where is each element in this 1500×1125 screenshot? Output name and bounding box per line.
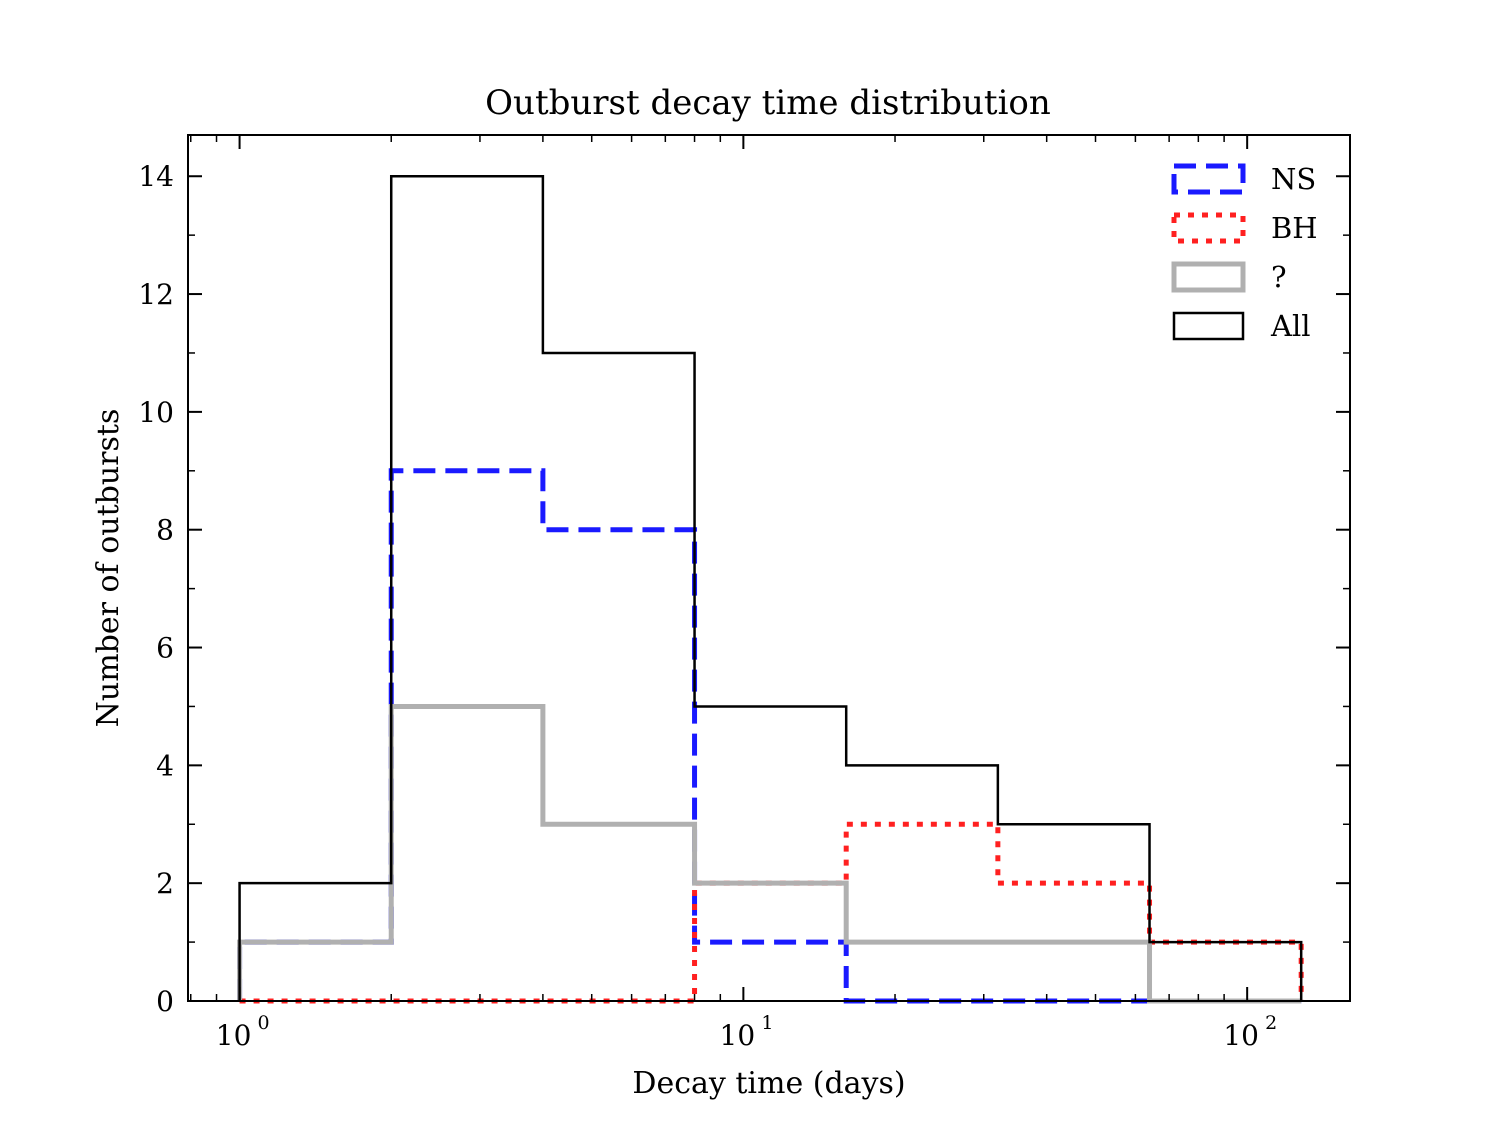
legend-swatch-bh: [1171, 212, 1246, 244]
y-tick-label: 4: [156, 749, 174, 782]
series-layer: [237, 174, 1304, 1004]
x-axis-label: Decay time (days): [632, 1066, 905, 1101]
legend-label-ns: NS: [1271, 162, 1316, 196]
legend: NS BH? All: [1171, 162, 1318, 343]
x-tick-exponent: 2: [1265, 1012, 1277, 1034]
legend-label-all: All: [1270, 309, 1311, 343]
legend-swatch-all: [1172, 311, 1245, 341]
x-tick-exponent: 0: [258, 1012, 270, 1034]
y-tick-label: 12: [138, 278, 174, 311]
legend-swatch-unknown: [1171, 261, 1246, 293]
y-tick-label: 2: [156, 867, 174, 900]
y-tick-label: 8: [156, 514, 174, 547]
series-unknown-step: [237, 703, 1302, 1004]
chart-title: Outburst decay time distribution: [485, 83, 1051, 123]
y-tick-label: 10: [138, 396, 174, 429]
x-tick-label: 10: [216, 1019, 252, 1052]
legend-label-unknown: ?: [1271, 260, 1287, 294]
x-tick-label: 10: [1223, 1019, 1259, 1052]
series-all-step: [238, 174, 1303, 1001]
plot-frame: [187, 134, 1351, 1002]
y-tick-label: 6: [156, 632, 174, 665]
legend-label-bh: BH: [1271, 211, 1318, 245]
y-axis-label: Number of outbursts: [91, 409, 126, 728]
legend-swatch-ns: [1171, 163, 1246, 195]
x-tick-exponent: 1: [761, 1012, 773, 1034]
x-tick-label: 10: [720, 1019, 756, 1052]
y-tick-label: 0: [156, 985, 174, 1018]
y-tick-label: 14: [138, 160, 174, 193]
